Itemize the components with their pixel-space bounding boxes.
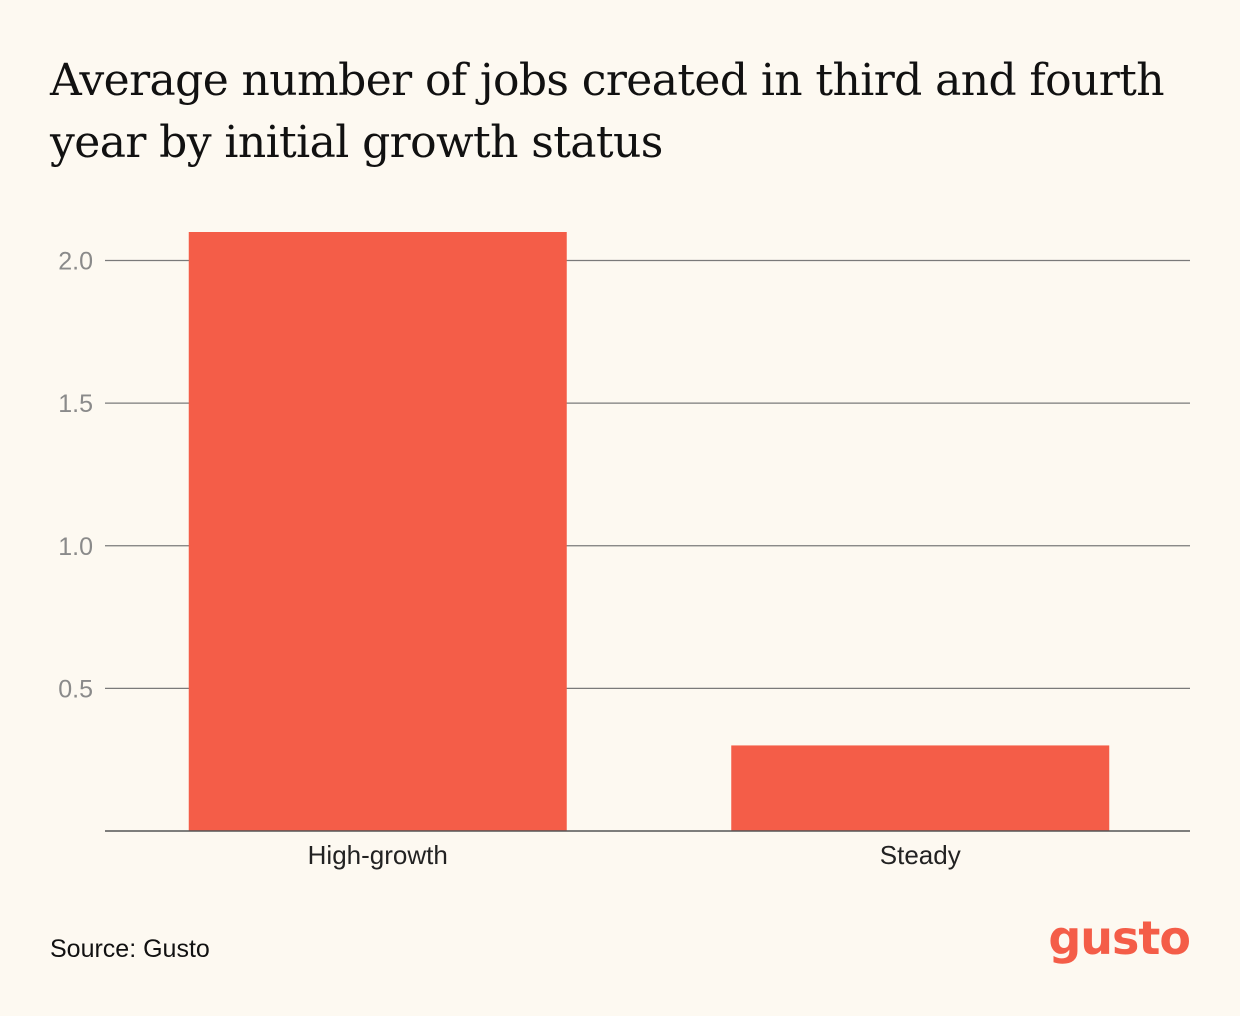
y-tick-label: 0.5	[58, 675, 93, 703]
source-note: Source: Gusto	[50, 935, 210, 963]
y-tick-label: 2.0	[58, 248, 93, 276]
x-category-label: High-growth	[308, 840, 448, 870]
x-axis-category-labels: High-growth Steady	[308, 840, 961, 870]
y-tick-label: 1.5	[58, 390, 93, 418]
chart-title: Average number of jobs created in third …	[50, 55, 1165, 168]
bar	[731, 745, 1110, 831]
gusto-logo[interactable]: gusto	[1048, 911, 1191, 965]
bar	[188, 232, 567, 831]
x-category-label: Steady	[880, 840, 961, 870]
bars	[188, 232, 1110, 831]
y-tick-label: 1.0	[58, 533, 93, 561]
y-axis-tick-labels: 0.5 1.0 1.5 2.0	[58, 248, 93, 704]
